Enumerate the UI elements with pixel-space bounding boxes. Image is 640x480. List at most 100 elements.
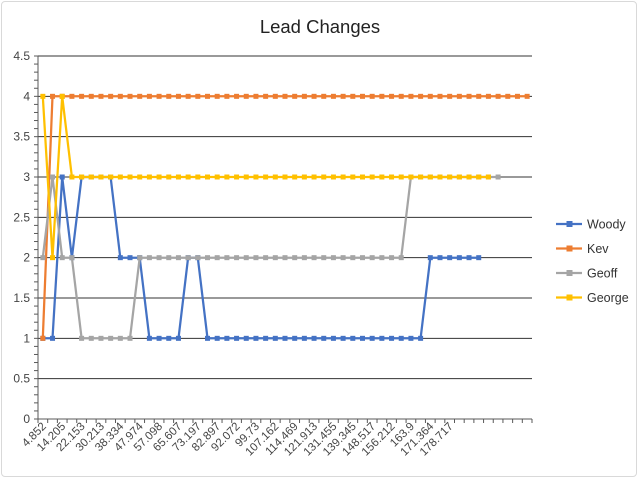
data-point-kev: [408, 93, 414, 99]
data-point-woody: [359, 335, 365, 341]
data-point-george: [98, 174, 104, 180]
data-point-kev: [524, 93, 530, 99]
legend-marker-kev: [566, 245, 573, 252]
data-point-kev: [330, 93, 336, 99]
data-point-george: [330, 174, 336, 180]
data-point-kev: [398, 93, 404, 99]
data-point-george: [40, 93, 46, 99]
legend-item-george: George: [556, 291, 629, 305]
data-point-woody: [476, 255, 482, 261]
data-point-kev: [427, 93, 433, 99]
data-point-kev: [195, 93, 201, 99]
data-point-geoff: [156, 255, 162, 261]
data-point-george: [50, 255, 56, 261]
data-point-kev: [175, 93, 181, 99]
data-point-geoff: [263, 255, 269, 261]
data-point-woody: [408, 335, 414, 341]
data-point-geoff: [166, 255, 172, 261]
data-point-george: [117, 174, 123, 180]
data-point-geoff: [88, 335, 94, 341]
data-point-woody: [282, 335, 288, 341]
data-point-geoff: [79, 335, 85, 341]
data-point-woody: [253, 335, 259, 341]
legend-label-kev: Kev: [587, 242, 609, 256]
y-tick-label: 0: [23, 412, 30, 426]
data-point-woody: [166, 335, 172, 341]
data-point-george: [379, 174, 385, 180]
data-point-kev: [263, 93, 269, 99]
data-point-george: [369, 174, 375, 180]
data-point-george: [214, 174, 220, 180]
data-point-kev: [40, 335, 46, 341]
series-line-woody: [42, 175, 479, 340]
data-point-geoff: [301, 255, 307, 261]
data-point-woody: [117, 255, 123, 261]
data-point-george: [88, 174, 94, 180]
data-point-kev: [350, 93, 356, 99]
data-point-geoff: [389, 255, 395, 261]
data-point-geoff: [292, 255, 298, 261]
data-point-kev: [166, 93, 172, 99]
data-point-george: [301, 174, 307, 180]
data-point-george: [340, 174, 346, 180]
data-point-george: [292, 174, 298, 180]
data-point-kev: [456, 93, 462, 99]
data-point-george: [282, 174, 288, 180]
data-point-woody: [156, 335, 162, 341]
data-point-geoff: [272, 255, 278, 261]
data-point-woody: [175, 335, 181, 341]
data-point-george: [185, 174, 191, 180]
data-point-george: [272, 174, 278, 180]
data-point-george: [175, 174, 181, 180]
data-point-kev: [514, 93, 520, 99]
y-tick-label: 2: [23, 251, 30, 265]
data-point-kev: [146, 93, 152, 99]
data-point-geoff: [98, 335, 104, 341]
data-point-woody: [389, 335, 395, 341]
data-point-woody: [398, 335, 404, 341]
data-point-george: [418, 174, 424, 180]
data-point-kev: [311, 93, 317, 99]
data-point-george: [398, 174, 404, 180]
data-point-kev: [466, 93, 472, 99]
data-point-george: [321, 174, 327, 180]
data-point-george: [205, 174, 211, 180]
data-point-woody: [224, 335, 230, 341]
data-point-woody: [350, 335, 356, 341]
data-point-kev: [282, 93, 288, 99]
data-point-george: [263, 174, 269, 180]
legend-item-geoff: Geoff: [556, 267, 618, 281]
data-point-kev: [340, 93, 346, 99]
data-point-kev: [253, 93, 259, 99]
data-point-kev: [272, 93, 278, 99]
data-point-kev: [214, 93, 220, 99]
data-point-woody: [272, 335, 278, 341]
y-tick-label: 0.5: [13, 372, 30, 386]
data-point-woody: [418, 335, 424, 341]
data-point-george: [127, 174, 133, 180]
y-tick-label: 4: [23, 89, 30, 103]
data-point-woody: [59, 174, 65, 180]
data-point-geoff: [330, 255, 336, 261]
data-point-geoff: [321, 255, 327, 261]
data-point-woody: [292, 335, 298, 341]
legend-marker-woody: [566, 221, 573, 227]
data-point-geoff: [50, 174, 56, 180]
legend-label-geoff: Geoff: [587, 267, 618, 281]
data-point-george: [156, 174, 162, 180]
data-point-george: [79, 174, 85, 180]
data-point-kev: [301, 93, 307, 99]
legend-label-woody: Woody: [587, 218, 626, 232]
data-point-george: [234, 174, 240, 180]
data-point-geoff: [359, 255, 365, 261]
y-tick-label: 1.5: [13, 291, 30, 305]
data-point-kev: [505, 93, 511, 99]
y-tick-label: 2.5: [13, 210, 30, 224]
data-point-geoff: [495, 174, 501, 180]
y-tick-label: 3.5: [13, 130, 30, 144]
data-point-kev: [418, 93, 424, 99]
data-point-kev: [476, 93, 482, 99]
gridlines: [38, 55, 532, 420]
data-point-kev: [495, 93, 501, 99]
